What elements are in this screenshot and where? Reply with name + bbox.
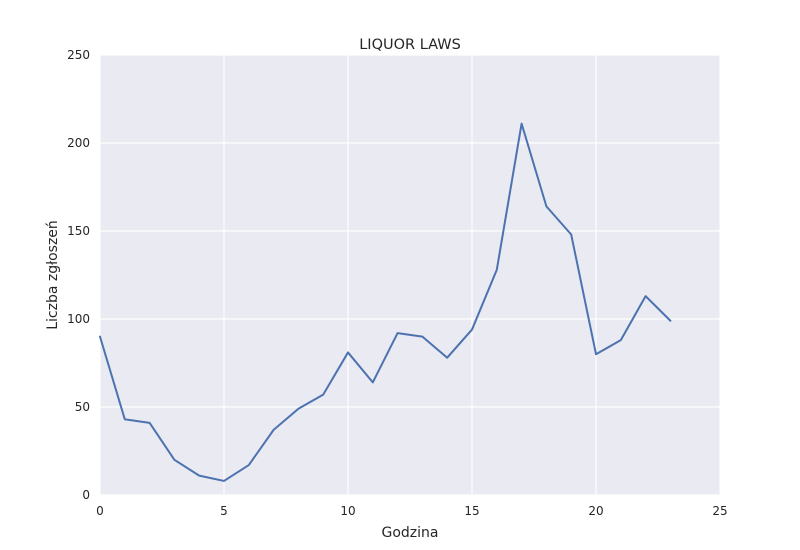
y-tick-label: 100 [67,312,90,326]
x-tick-label: 5 [220,504,228,518]
y-tick-label: 250 [67,48,90,62]
x-tick-label: 20 [588,504,603,518]
y-tick-label: 150 [67,224,90,238]
y-tick-label: 200 [67,136,90,150]
y-axis-label: Liczba zgłoszeń [45,220,61,330]
x-axis-ticks: 0 5 10 15 20 25 [96,504,727,518]
grid-lines [99,54,721,496]
x-tick-label: 10 [340,504,355,518]
y-tick-label: 50 [75,400,90,414]
x-tick-label: 15 [464,504,479,518]
chart-title: LIQUOR LAWS [359,37,461,53]
series-line [99,122,672,482]
y-axis-ticks: 0 50 100 150 200 250 [67,48,90,502]
y-tick-label: 0 [82,488,90,502]
plot-background [100,55,720,495]
x-tick-label: 0 [96,504,104,518]
x-tick-label: 25 [712,504,727,518]
series-group [99,122,672,482]
x-axis-label: Godzina [382,525,439,541]
